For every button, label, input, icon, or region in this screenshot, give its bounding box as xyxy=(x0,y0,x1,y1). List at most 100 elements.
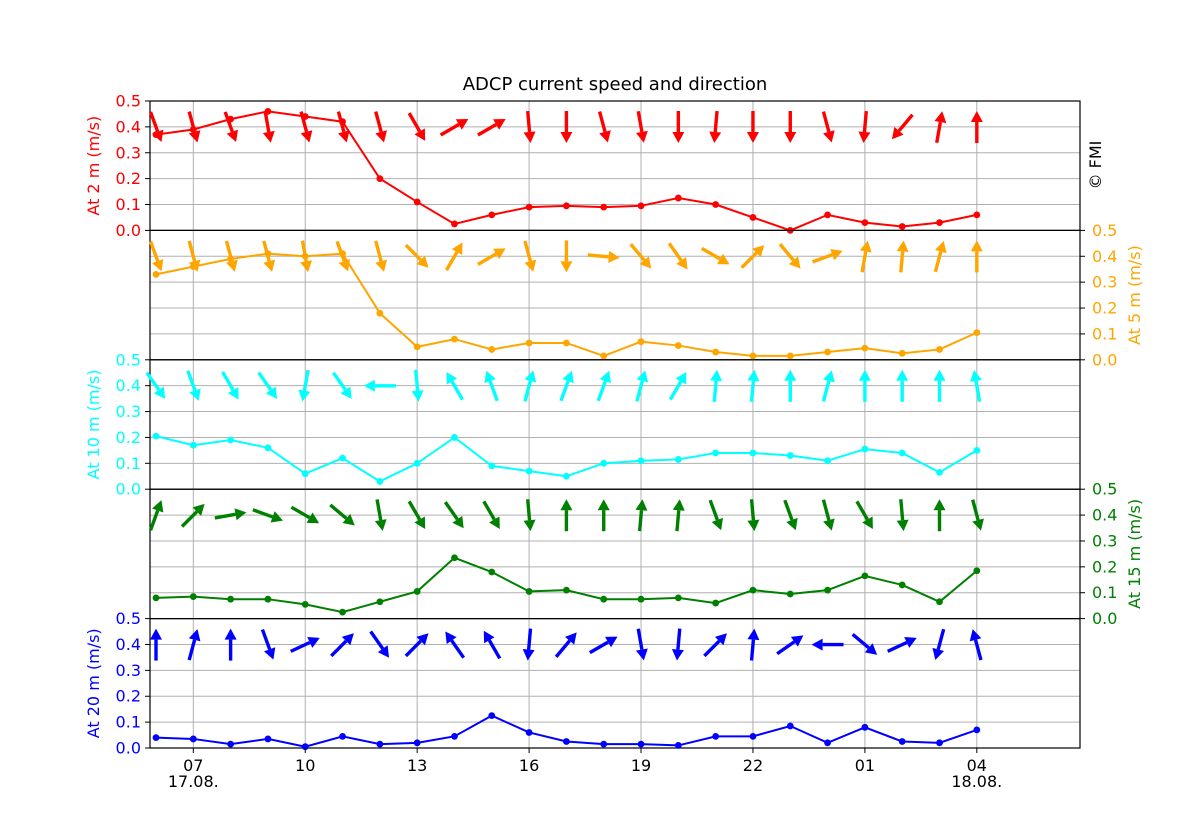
data-point xyxy=(824,739,831,747)
direction-arrow xyxy=(374,240,387,272)
direction-arrow-head xyxy=(790,635,804,647)
direction-arrow-shaft xyxy=(700,246,721,261)
y-tick-label: 0.2 xyxy=(116,687,141,706)
direction-arrow-head xyxy=(188,130,201,143)
data-point xyxy=(600,203,608,211)
direction-arrow-shaft xyxy=(299,111,309,133)
direction-arrow-shaft xyxy=(290,505,311,520)
direction-arrow-head xyxy=(265,386,278,399)
direction-arrow xyxy=(635,370,649,402)
direction-arrow xyxy=(703,633,727,658)
direction-arrow-shaft xyxy=(821,499,831,521)
data-point xyxy=(898,449,906,457)
direction-arrow-shaft xyxy=(148,240,160,262)
direction-arrow xyxy=(821,370,835,402)
direction-arrow-shaft xyxy=(526,110,532,133)
direction-arrow-head xyxy=(226,259,238,272)
direction-arrow-head xyxy=(896,240,909,252)
direction-arrow xyxy=(589,636,618,655)
direction-arrow xyxy=(404,633,429,658)
direction-arrow-head xyxy=(859,240,872,253)
direction-arrow-head xyxy=(935,240,947,254)
direction-arrow-head xyxy=(672,499,685,511)
direction-arrow-head xyxy=(605,636,618,648)
series-line xyxy=(155,556,978,614)
direction-arrow-shaft xyxy=(526,499,532,521)
data-point xyxy=(749,449,757,457)
direction-arrow-head xyxy=(811,638,823,651)
y-tick-label: 0.2 xyxy=(1092,557,1117,576)
data-point xyxy=(936,739,943,747)
direction-arrow xyxy=(523,240,537,272)
direction-arrow-head xyxy=(858,131,871,143)
direction-arrow xyxy=(970,111,983,143)
data-point xyxy=(152,432,160,440)
data-point xyxy=(936,468,943,476)
direction-arrow xyxy=(784,111,797,143)
direction-arrow xyxy=(933,369,946,402)
direction-arrow-head xyxy=(340,386,352,399)
data-point xyxy=(674,194,682,202)
y-axis-label: At 20 m (m/s) xyxy=(84,628,103,738)
data-point xyxy=(227,740,235,748)
data-point xyxy=(973,726,981,734)
direction-arrow-head xyxy=(483,630,495,644)
data-point xyxy=(264,735,272,743)
direction-arrow-head xyxy=(414,516,426,530)
direction-arrow-head xyxy=(597,499,610,511)
y-tick-label: 0.2 xyxy=(1092,299,1117,318)
direction-arrow xyxy=(821,499,835,531)
data-point xyxy=(339,250,346,258)
direction-arrow-head xyxy=(784,369,797,381)
direction-arrow-head xyxy=(264,647,276,660)
data-point xyxy=(973,567,981,575)
direction-arrow-head xyxy=(338,130,350,143)
y-tick-label: 0.2 xyxy=(116,428,141,447)
direction-arrow-shaft xyxy=(933,251,943,273)
y-tick-label: 0.0 xyxy=(116,221,141,240)
direction-arrow-head xyxy=(636,370,649,383)
data-point xyxy=(264,250,272,258)
direction-arrow-shaft xyxy=(778,243,795,262)
y-tick-label: 0.1 xyxy=(1092,324,1117,343)
direction-arrow-shaft xyxy=(636,628,644,650)
y-axis-label: At 2 m (m/s) xyxy=(84,116,103,216)
direction-arrow-head xyxy=(263,259,276,272)
direction-arrow-head xyxy=(524,370,537,383)
data-point xyxy=(339,732,346,740)
data-point xyxy=(525,588,533,595)
direction-arrow xyxy=(145,371,166,399)
data-point xyxy=(152,734,160,742)
direction-arrow xyxy=(635,628,648,661)
direction-arrow-shaft xyxy=(443,501,459,521)
direction-arrow-shaft xyxy=(450,639,466,659)
direction-arrow-head xyxy=(416,255,429,268)
direction-arrow-shaft xyxy=(252,508,274,519)
direction-arrow xyxy=(970,240,983,273)
direction-arrow xyxy=(896,240,909,273)
direction-arrow-shaft xyxy=(148,111,160,133)
direction-arrow-head xyxy=(970,111,983,122)
data-point xyxy=(451,732,458,740)
data-point xyxy=(786,352,794,360)
data-point xyxy=(189,593,197,601)
direction-arrow-shaft xyxy=(331,371,347,391)
direction-arrow-head xyxy=(635,648,648,661)
y-tick-label: 0.4 xyxy=(116,635,141,654)
direction-arrow xyxy=(484,370,499,402)
direction-arrow xyxy=(369,630,390,658)
y-tick-label: 0.3 xyxy=(1092,273,1117,292)
direction-arrow xyxy=(784,369,797,402)
data-point xyxy=(563,339,570,347)
data-point xyxy=(413,588,421,595)
data-point xyxy=(152,594,160,602)
direction-arrow xyxy=(672,111,685,143)
direction-arrow-shaft xyxy=(263,110,271,133)
y-tick-label: 0.0 xyxy=(1092,350,1117,369)
data-point xyxy=(525,729,533,736)
direction-arrow xyxy=(260,628,276,660)
data-point xyxy=(301,252,309,260)
direction-arrow-head xyxy=(227,387,239,400)
direction-arrow-head xyxy=(639,256,652,269)
data-point xyxy=(488,568,496,576)
